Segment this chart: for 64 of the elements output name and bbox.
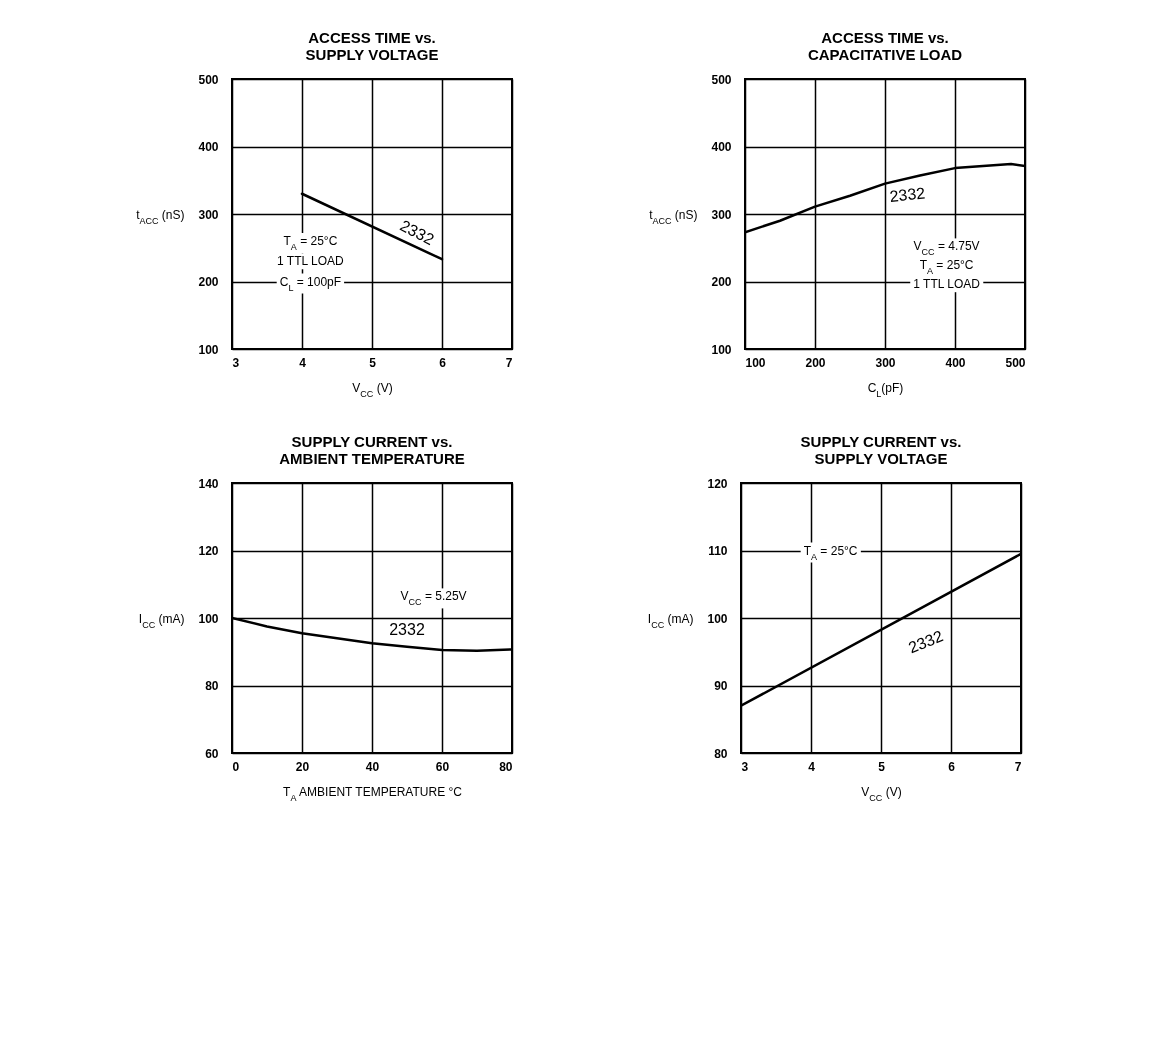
x-tick-label: 3 bbox=[741, 759, 749, 774]
y-axis-title: t$_{ACC}$ (nS) bbox=[136, 207, 185, 226]
x-tick-label: 100 bbox=[745, 355, 766, 370]
annotation: T$_{A}$ = 25°C bbox=[803, 543, 858, 562]
x-axis-title: T$_{A}$ AMBIENT TEMPERATURE °C bbox=[283, 784, 463, 803]
y-tick-label: 400 bbox=[711, 140, 732, 154]
y-axis-title: I$_{CC}$ (mA) bbox=[138, 611, 185, 630]
y-tick-label: 60 bbox=[205, 746, 219, 761]
series-label: 2332 bbox=[389, 621, 425, 639]
y-tick-label: 140 bbox=[198, 476, 219, 491]
y-tick-label: 110 bbox=[708, 544, 728, 558]
x-tick-label: 5 bbox=[369, 355, 377, 370]
chart-title: SUPPLY CURRENT vs. AMBIENT TEMPERATURE bbox=[279, 433, 465, 467]
x-axis-title: V$_{CC}$ (V) bbox=[352, 380, 393, 399]
x-tick-label: 6 bbox=[948, 759, 956, 774]
x-tick-label: 3 bbox=[232, 355, 240, 370]
y-tick-label: 100 bbox=[711, 342, 732, 357]
x-tick-label: 200 bbox=[805, 355, 826, 370]
x-axis-title: V$_{CC}$ (V) bbox=[861, 784, 902, 803]
y-tick-label: 100 bbox=[198, 611, 219, 626]
x-tick-label: 4 bbox=[299, 355, 307, 370]
x-tick-label: 300 bbox=[875, 355, 896, 370]
text: 2332 bbox=[888, 184, 927, 205]
x-tick-label: 500 bbox=[1005, 355, 1026, 370]
y-axis-title: I$_{CC}$ (mA) bbox=[647, 611, 694, 630]
y-tick-label: 90 bbox=[714, 679, 728, 693]
annotation: T$_{A}$ = 25°C bbox=[919, 258, 974, 277]
annotation: C$_{L}$ = 100pF bbox=[279, 274, 342, 293]
y-tick-label: 300 bbox=[198, 207, 219, 222]
y-tick-label: 200 bbox=[198, 275, 219, 289]
y-tick-label: 80 bbox=[714, 746, 728, 761]
y-tick-label: 120 bbox=[198, 544, 219, 558]
text: 2332 bbox=[905, 627, 946, 657]
text: 2332 bbox=[397, 216, 437, 249]
y-tick-label: 400 bbox=[198, 140, 219, 154]
annotation: T$_{A}$ = 25°C bbox=[283, 234, 338, 252]
y-tick-label: 200 bbox=[711, 275, 732, 289]
x-tick-label: 20 bbox=[295, 759, 310, 774]
x-tick-label: 7 bbox=[505, 355, 513, 370]
y-tick-label: 100 bbox=[198, 342, 219, 357]
x-tick-label: 7 bbox=[1014, 759, 1022, 774]
y-tick-label: 300 bbox=[711, 207, 732, 222]
chart-title: ACCESS TIME vs. CAPACITATIVE LOAD bbox=[807, 29, 963, 63]
annotation: V$_{CC}$ = 5.25V bbox=[400, 589, 467, 608]
y-tick-label: 80 bbox=[205, 679, 219, 693]
y-tick-label: 100 bbox=[707, 611, 728, 626]
y-tick-label: 500 bbox=[198, 72, 219, 87]
x-axis-title: C$_{L}$(pF) bbox=[867, 380, 904, 399]
chart-title: SUPPLY CURRENT vs. SUPPLY VOLTAGE bbox=[800, 433, 962, 467]
annotation: 1 TTL LOAD bbox=[277, 254, 345, 269]
x-tick-label: 40 bbox=[365, 759, 380, 774]
annotation: V$_{CC}$ = 4.75V bbox=[913, 239, 980, 258]
x-tick-label: 400 bbox=[945, 355, 966, 370]
x-tick-label: 0 bbox=[232, 759, 240, 774]
annotation: 1 TTL LOAD bbox=[913, 277, 981, 292]
x-tick-label: 4 bbox=[808, 759, 816, 774]
x-tick-label: 80 bbox=[499, 759, 513, 774]
y-tick-label: 120 bbox=[707, 476, 728, 491]
chart-title: ACCESS TIME vs. SUPPLY VOLTAGE bbox=[305, 29, 439, 63]
x-tick-label: 6 bbox=[439, 355, 447, 370]
x-tick-label: 5 bbox=[878, 759, 886, 774]
x-tick-label: 60 bbox=[435, 759, 450, 774]
y-axis-title: t$_{ACC}$ (nS) bbox=[649, 207, 698, 226]
y-tick-label: 500 bbox=[711, 72, 732, 87]
